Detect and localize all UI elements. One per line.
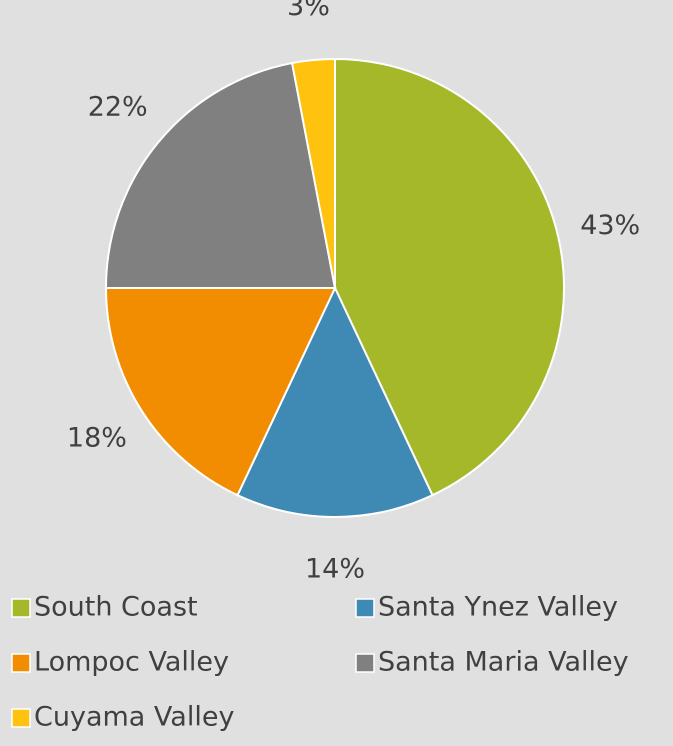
pie-slice	[334, 57, 565, 497]
legend-label: Cuyama Valley	[34, 702, 234, 733]
legend-swatch	[11, 708, 31, 728]
data-label: 3%	[287, 0, 330, 22]
legend-swatch	[11, 653, 31, 673]
legend-swatch	[355, 598, 375, 618]
legend-label: Santa Maria Valley	[378, 647, 629, 678]
data-label: 22%	[88, 92, 148, 123]
data-label: 43%	[580, 210, 640, 241]
pie-slice	[104, 287, 337, 497]
pie-slice	[104, 61, 337, 289]
data-label: 18%	[67, 423, 127, 454]
pie-slice	[290, 57, 336, 289]
legend-swatch	[355, 653, 375, 673]
legend-label: South Coast	[34, 592, 198, 623]
legend-swatch	[11, 598, 31, 618]
legend-label: Lompoc Valley	[34, 647, 229, 678]
data-label: 14%	[305, 554, 365, 585]
pie-slice	[236, 285, 434, 518]
legend-label: Santa Ynez Valley	[378, 592, 618, 623]
